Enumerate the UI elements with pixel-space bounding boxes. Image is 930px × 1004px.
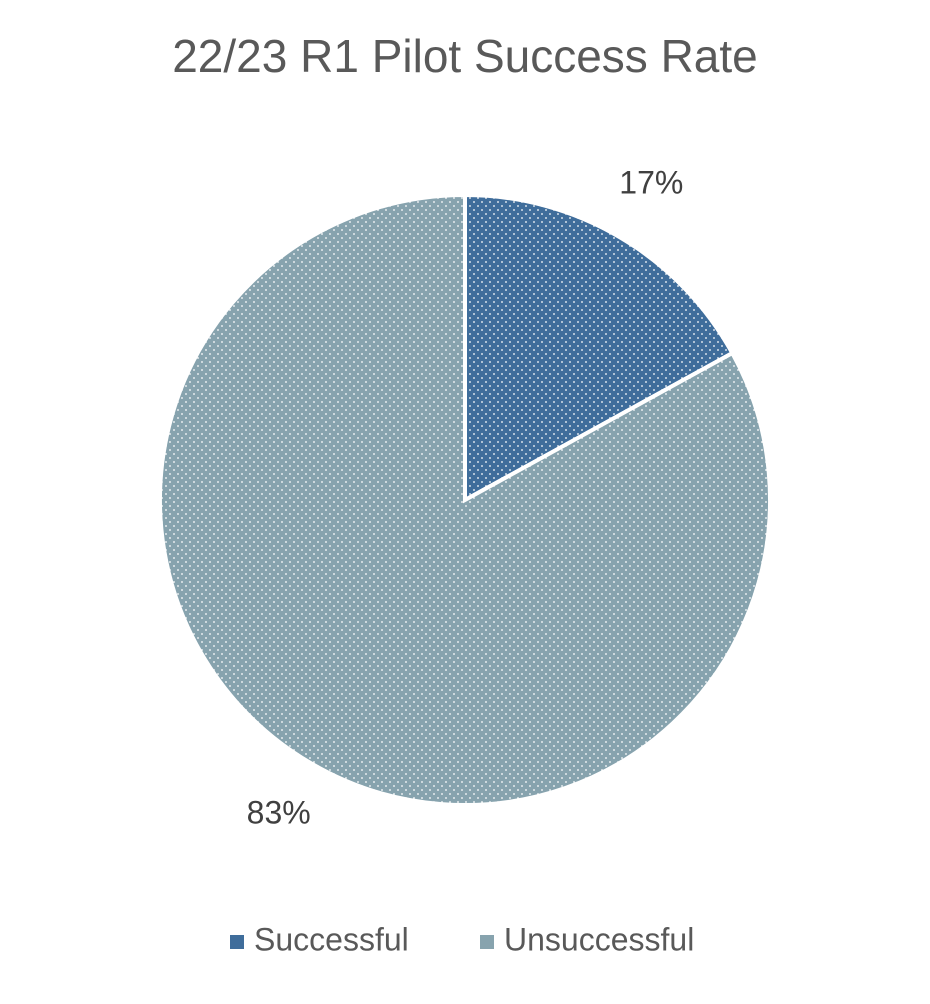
chart-title: 22/23 R1 Pilot Success Rate: [172, 30, 758, 82]
legend-swatch: [480, 935, 494, 949]
data-label: 83%: [247, 794, 311, 830]
legend-swatch: [230, 935, 244, 949]
pie-slice: [158, 192, 772, 807]
legend-label: Unsuccessful: [504, 921, 694, 957]
data-label: 17%: [619, 164, 683, 200]
legend-label: Successful: [254, 921, 409, 957]
pie-slice: [463, 192, 735, 504]
